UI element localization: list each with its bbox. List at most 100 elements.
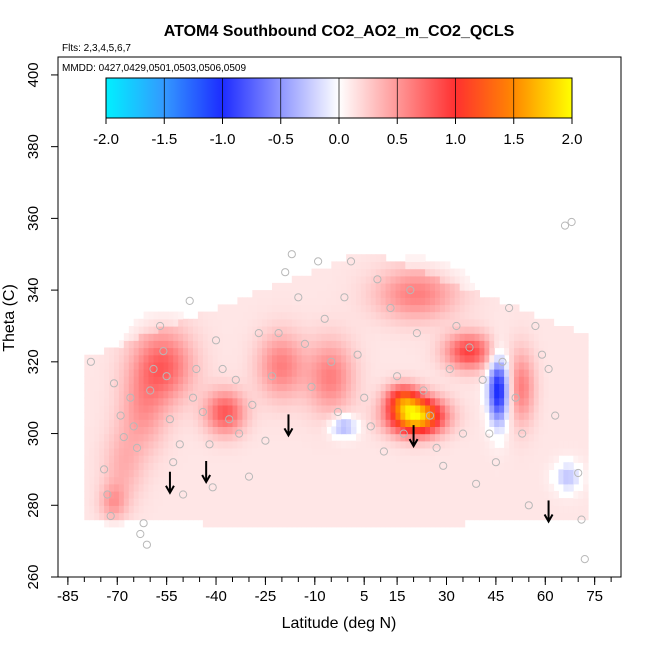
heatmap-cell <box>316 311 322 320</box>
heatmap-cell <box>237 304 243 313</box>
heatmap-cell <box>148 426 154 435</box>
heatmap-cell <box>435 282 441 291</box>
heatmap-cell <box>118 404 125 413</box>
heatmap-cell <box>197 440 204 449</box>
heatmap-cell <box>375 519 382 528</box>
heatmap-cell <box>178 469 184 478</box>
heatmap-cell <box>578 390 584 399</box>
heatmap-cell <box>123 490 130 499</box>
heatmap-cell <box>286 412 293 420</box>
heatmap-cell <box>430 469 436 478</box>
heatmap-cell <box>301 419 308 427</box>
heatmap-cell <box>316 505 322 514</box>
heatmap-cell <box>178 419 184 427</box>
heatmap-cell <box>538 512 545 521</box>
heatmap-cell <box>168 361 174 370</box>
heatmap-cell <box>370 282 377 291</box>
heatmap-cell <box>375 505 382 514</box>
heatmap-cell <box>158 347 164 356</box>
observation-point <box>136 529 145 539</box>
heatmap-cell <box>543 419 550 427</box>
heatmap-cell <box>523 376 530 384</box>
heatmap-cell <box>153 383 159 392</box>
heatmap-cell <box>400 462 406 470</box>
heatmap-cell <box>583 354 589 363</box>
heatmap-cell <box>459 369 466 377</box>
heatmap-cell <box>395 304 401 313</box>
x-tick-label: -70 <box>106 588 128 605</box>
heatmap-cell <box>267 397 273 406</box>
heatmap-cell <box>247 447 253 456</box>
heatmap-cell <box>449 361 456 370</box>
heatmap-cell <box>222 354 229 363</box>
heatmap-cell <box>548 490 555 499</box>
heatmap-cell <box>385 469 392 478</box>
heatmap-cell <box>296 282 303 291</box>
heatmap-cell <box>543 333 550 341</box>
heatmap-cell <box>410 412 416 420</box>
heatmap-cell <box>444 282 451 291</box>
heatmap-cell <box>395 397 401 406</box>
heatmap-cell <box>173 419 179 427</box>
heatmap-cell <box>267 412 273 420</box>
heatmap-cell <box>479 469 485 478</box>
heatmap-cell <box>484 297 490 306</box>
heatmap-cell <box>281 505 288 514</box>
heatmap-cell <box>459 361 466 370</box>
heatmap-cell <box>573 412 579 420</box>
heatmap-cell <box>385 311 392 320</box>
heatmap-cell <box>316 519 322 528</box>
heatmap-cell <box>459 275 466 284</box>
heatmap-cell <box>326 282 332 291</box>
heatmap-cell <box>405 333 411 341</box>
heatmap-cell <box>390 268 396 277</box>
heatmap-cell <box>385 261 392 270</box>
heatmap-cell <box>331 326 337 334</box>
heatmap-cell <box>267 476 273 485</box>
heatmap-cell <box>306 426 313 435</box>
heatmap-cell <box>346 275 352 284</box>
heatmap-cell <box>207 412 214 420</box>
heatmap-cell <box>435 469 441 478</box>
heatmap-cell <box>509 440 515 449</box>
heatmap-cell <box>523 433 530 442</box>
heatmap-cell <box>405 505 411 514</box>
heatmap-cell <box>242 469 248 478</box>
heatmap-cell <box>326 519 332 528</box>
heatmap-cell <box>553 498 559 506</box>
heatmap-cell <box>528 404 535 413</box>
heatmap-cell <box>341 397 347 406</box>
heatmap-cell <box>212 412 219 420</box>
heatmap-cell <box>148 433 154 442</box>
heatmap-cell <box>444 512 451 521</box>
heatmap-cell <box>469 433 475 442</box>
heatmap-cell <box>395 426 401 435</box>
heatmap-cell <box>568 340 574 349</box>
heatmap-cell <box>272 376 278 384</box>
heatmap-cell <box>158 440 164 449</box>
heatmap-cell <box>118 455 125 463</box>
heatmap-cell <box>128 361 135 370</box>
heatmap-cell <box>138 390 145 399</box>
heatmap-cell <box>296 347 303 356</box>
heatmap-cell <box>207 390 214 399</box>
heatmap-cell <box>104 476 110 485</box>
heatmap-cell <box>267 404 273 413</box>
heatmap-cell <box>316 447 322 456</box>
heatmap-cell <box>439 412 446 420</box>
heatmap-cell <box>425 340 431 349</box>
heatmap-cell <box>336 340 342 349</box>
heatmap-cell <box>173 505 179 514</box>
heatmap-cell <box>168 311 174 320</box>
heatmap-cell <box>370 483 377 492</box>
heatmap-cell <box>242 397 248 406</box>
heatmap-cell <box>474 376 480 384</box>
heatmap-cell <box>346 261 352 270</box>
heatmap-cell <box>390 326 396 334</box>
heatmap-cell <box>242 404 248 413</box>
heatmap-cell <box>311 361 317 370</box>
observation-point <box>248 400 257 409</box>
heatmap-cell <box>360 304 367 313</box>
heatmap-cell <box>395 318 401 327</box>
heatmap-cell <box>370 404 377 413</box>
